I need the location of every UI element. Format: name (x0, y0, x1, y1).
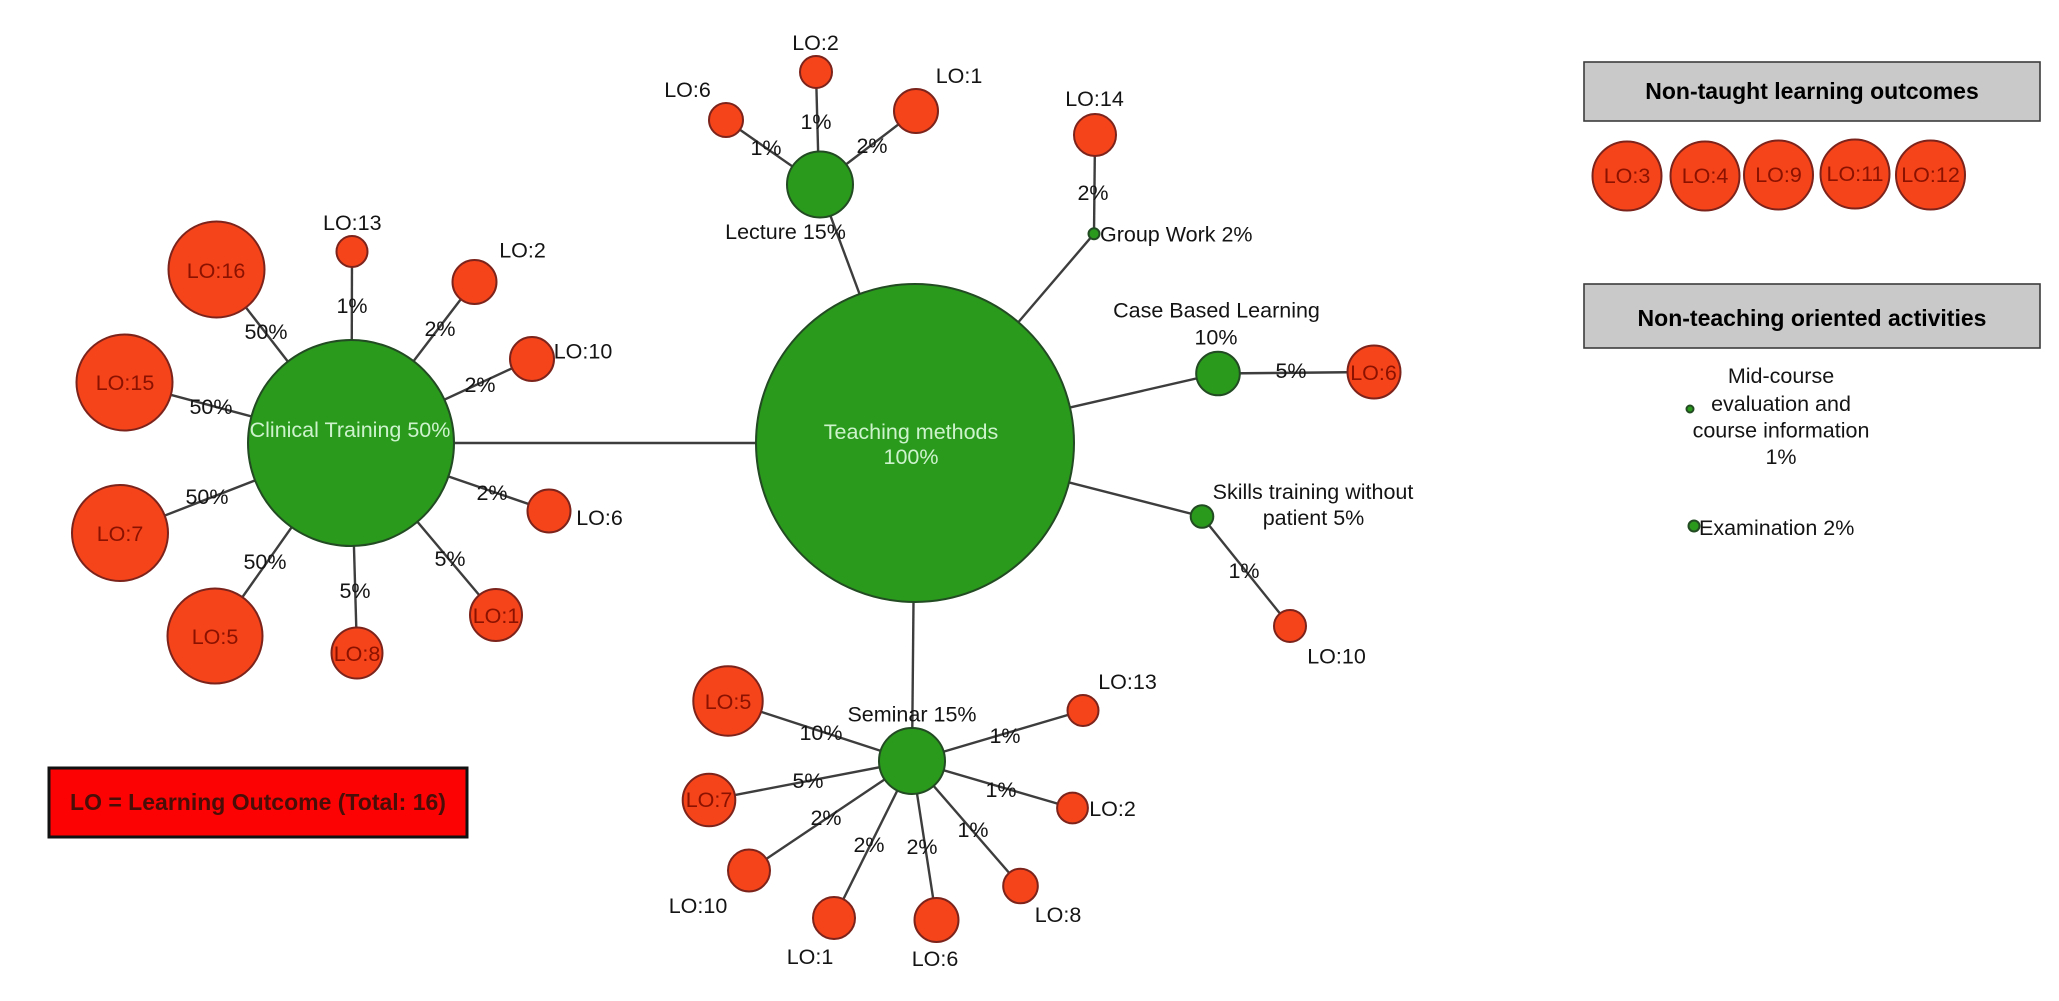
svg-text:LO:6: LO:6 (912, 947, 959, 971)
svg-text:2%: 2% (1077, 181, 1108, 205)
svg-text:10%: 10% (799, 721, 842, 745)
svg-text:2%: 2% (464, 373, 495, 397)
svg-text:LO:1: LO:1 (936, 64, 983, 88)
svg-text:Skills training without: Skills training without (1213, 480, 1414, 504)
svg-text:Group Work 2%: Group Work 2% (1100, 223, 1253, 247)
svg-text:LO:1: LO:1 (787, 945, 834, 969)
svg-text:2%: 2% (424, 317, 455, 341)
svg-text:LO:7: LO:7 (686, 788, 733, 812)
svg-text:LO:4: LO:4 (1682, 164, 1729, 188)
svg-text:LO:2: LO:2 (1089, 797, 1136, 821)
svg-text:50%: 50% (185, 485, 228, 509)
svg-text:1%: 1% (750, 136, 781, 160)
svg-text:LO:5: LO:5 (192, 625, 239, 649)
svg-text:LO:2: LO:2 (499, 239, 546, 263)
svg-text:LO:15: LO:15 (96, 371, 155, 395)
svg-text:Non-taught learning outcomes: Non-taught learning outcomes (1645, 78, 1979, 104)
svg-text:5%: 5% (1275, 359, 1306, 383)
svg-text:LO:16: LO:16 (187, 259, 246, 283)
svg-text:LO:6: LO:6 (664, 78, 711, 102)
svg-text:LO:10: LO:10 (554, 340, 613, 364)
svg-text:LO:10: LO:10 (669, 894, 728, 918)
svg-text:LO:9: LO:9 (1755, 163, 1802, 187)
svg-text:1%: 1% (985, 778, 1016, 802)
svg-text:5%: 5% (339, 579, 370, 603)
svg-text:50%: 50% (244, 320, 287, 344)
svg-text:2%: 2% (856, 134, 887, 158)
svg-text:5%: 5% (792, 769, 823, 793)
svg-text:course information: course information (1693, 419, 1870, 443)
svg-text:2%: 2% (853, 833, 884, 857)
svg-text:LO:11: LO:11 (1827, 162, 1884, 186)
svg-text:2%: 2% (476, 481, 507, 505)
svg-text:evaluation and: evaluation and (1711, 392, 1851, 416)
svg-text:LO:6: LO:6 (1350, 361, 1397, 385)
svg-text:1%: 1% (1228, 559, 1259, 583)
svg-text:LO:13: LO:13 (323, 211, 382, 235)
svg-text:LO:8: LO:8 (334, 642, 381, 666)
svg-text:Case Based Learning: Case Based Learning (1113, 299, 1320, 323)
svg-text:LO:13: LO:13 (1098, 670, 1157, 694)
svg-text:LO:8: LO:8 (1035, 903, 1082, 927)
svg-text:LO:14: LO:14 (1065, 87, 1124, 111)
svg-text:1%: 1% (800, 110, 831, 134)
svg-text:1%: 1% (1765, 445, 1796, 469)
svg-text:Teaching methods: Teaching methods (824, 420, 999, 444)
svg-text:LO:10: LO:10 (1307, 645, 1366, 669)
svg-text:LO:2: LO:2 (792, 31, 839, 55)
svg-text:Mid-course: Mid-course (1728, 364, 1834, 388)
svg-text:1%: 1% (989, 724, 1020, 748)
svg-text:LO:1: LO:1 (473, 604, 520, 628)
svg-text:Clinical Training 50%: Clinical Training 50% (250, 418, 451, 442)
svg-text:Seminar 15%: Seminar 15% (847, 703, 976, 727)
svg-text:LO:7: LO:7 (97, 522, 144, 546)
svg-text:10%: 10% (1194, 326, 1237, 350)
svg-text:100%: 100% (884, 445, 939, 469)
svg-text:LO:3: LO:3 (1604, 164, 1651, 188)
svg-text:50%: 50% (243, 550, 286, 574)
svg-text:50%: 50% (189, 395, 232, 419)
svg-text:2%: 2% (810, 806, 841, 830)
svg-text:LO:5: LO:5 (705, 690, 752, 714)
svg-text:Lecture 15%: Lecture 15% (725, 220, 846, 244)
svg-text:LO = Learning Outcome (Total:: LO = Learning Outcome (Total: 16) (70, 789, 446, 815)
svg-text:2%: 2% (906, 835, 937, 859)
svg-text:Non-teaching oriented activiti: Non-teaching oriented activities (1638, 305, 1987, 331)
svg-text:Examination 2%: Examination 2% (1699, 516, 1854, 540)
svg-text:LO:12: LO:12 (1901, 163, 1960, 187)
svg-text:LO:6: LO:6 (576, 506, 623, 530)
svg-text:5%: 5% (434, 547, 465, 571)
svg-text:patient 5%: patient 5% (1263, 506, 1365, 530)
svg-text:1%: 1% (336, 294, 367, 318)
svg-text:1%: 1% (957, 818, 988, 842)
